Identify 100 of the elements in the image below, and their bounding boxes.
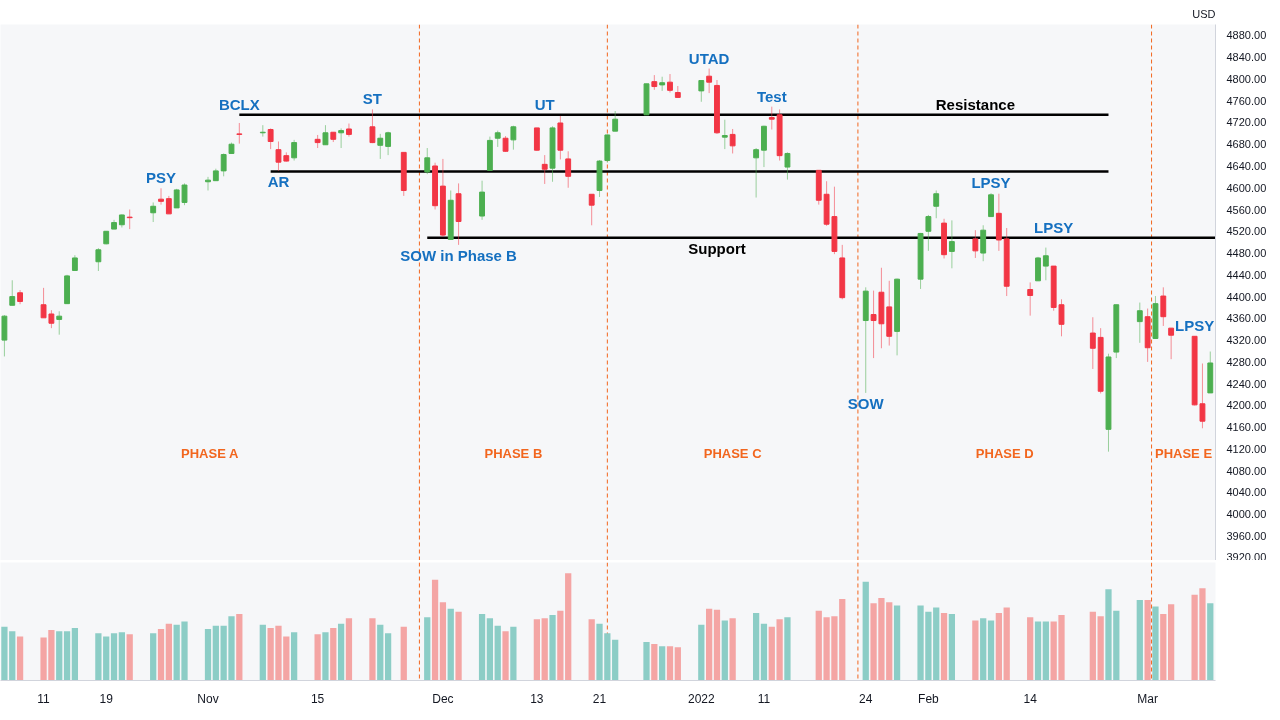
- bar: [760, 623, 768, 681]
- annotation: LPSY: [1175, 317, 1215, 335]
- annotation: UTAD: [688, 49, 730, 67]
- x-tick-label: Feb: [918, 691, 940, 706]
- x-tick-label: 15: [310, 691, 325, 706]
- y-tick-label: 4520.00: [1226, 225, 1267, 238]
- bar: [643, 641, 650, 681]
- bar: [948, 613, 956, 681]
- bar: [1034, 621, 1042, 681]
- bar: [400, 626, 407, 681]
- bar: [1003, 607, 1010, 681]
- bar: [431, 579, 439, 681]
- bar: [651, 644, 658, 681]
- x-tick-label: 21: [592, 691, 607, 706]
- y-tick-label: 4320.00: [1226, 334, 1267, 347]
- bar: [337, 623, 345, 681]
- bar: [972, 620, 979, 681]
- bar: [659, 646, 666, 681]
- bar: [150, 633, 157, 681]
- bar: [698, 624, 705, 681]
- bar: [784, 617, 791, 681]
- bar: [165, 623, 172, 681]
- bar: [56, 631, 63, 681]
- annotation: PSY: [146, 169, 177, 187]
- bar: [565, 573, 572, 681]
- annotation: LPSY: [971, 174, 1011, 192]
- bar: [510, 626, 517, 681]
- bar: [1152, 606, 1159, 681]
- annotation: PHASE C: [703, 445, 763, 461]
- x-tick-label: 19: [99, 691, 114, 706]
- y-tick-label: 4040.00: [1226, 486, 1267, 499]
- bar: [291, 632, 298, 681]
- y-tick-label: 4280.00: [1226, 355, 1267, 368]
- bar: [110, 633, 118, 681]
- annotation: AR: [267, 173, 290, 191]
- bar: [314, 634, 321, 681]
- bar: [126, 634, 133, 681]
- y-tick-label: 4600.00: [1226, 181, 1267, 194]
- y-tick-label: 3920.00: [1226, 550, 1267, 563]
- bar: [721, 620, 728, 681]
- x-tick-label: 13: [530, 691, 544, 706]
- bar: [259, 624, 266, 681]
- bar: [713, 609, 721, 681]
- bar: [1042, 621, 1049, 681]
- x-tick-label: 14: [1023, 691, 1038, 706]
- bar: [455, 611, 462, 681]
- y-tick-label: 4720.00: [1226, 116, 1267, 129]
- bar: [995, 612, 1002, 681]
- annotation: Support: [688, 239, 746, 257]
- annotation: PHASE B: [484, 445, 543, 461]
- y-tick-label: 4200.00: [1226, 399, 1267, 412]
- y-tick-label: 4480.00: [1226, 247, 1267, 260]
- bar: [63, 631, 71, 681]
- bar: [424, 617, 431, 681]
- annotation: BCLX: [218, 95, 260, 113]
- y-tick-label: 4840.00: [1226, 51, 1267, 64]
- x-tick-label: 11: [757, 691, 771, 706]
- bar: [486, 618, 494, 681]
- bar: [502, 631, 509, 681]
- candlestick: [158, 187, 164, 206]
- bar: [1136, 600, 1143, 681]
- y-tick-label: 4800.00: [1226, 72, 1267, 85]
- x-tick-label: Nov: [197, 691, 219, 706]
- x-tick-label: 11: [37, 691, 51, 706]
- bar: [588, 619, 595, 681]
- bar: [494, 625, 501, 681]
- x-tick-label: Dec: [432, 691, 454, 706]
- bar: [893, 605, 901, 681]
- bar: [322, 632, 329, 681]
- bar: [666, 646, 674, 681]
- annotation: Resistance: [935, 95, 1015, 113]
- bar: [1160, 613, 1167, 681]
- annotation: PHASE D: [975, 445, 1034, 461]
- annotation: Test: [756, 87, 787, 105]
- y-tick-label: 4640.00: [1226, 159, 1267, 172]
- bar: [478, 613, 486, 681]
- bar: [674, 647, 681, 681]
- y-tick-label: 4160.00: [1226, 421, 1267, 434]
- bar: [377, 624, 384, 681]
- bar: [439, 602, 447, 681]
- bar: [330, 627, 337, 681]
- y-tick-label: 4880.00: [1226, 29, 1267, 42]
- y-tick-label: 4760.00: [1226, 94, 1267, 107]
- annotation: LPSY: [1034, 218, 1074, 236]
- bar: [752, 612, 760, 681]
- annotation: PHASE E: [1154, 445, 1213, 461]
- bar: [16, 636, 24, 681]
- annotation: ST: [362, 90, 383, 108]
- bar: [557, 610, 564, 681]
- bar: [541, 618, 548, 681]
- bar: [157, 629, 165, 681]
- x-tick-label: Mar: [1137, 691, 1158, 706]
- bar: [533, 619, 541, 681]
- bar: [612, 639, 619, 681]
- bar: [940, 612, 948, 681]
- annotation: SOW: [847, 394, 885, 412]
- bar: [236, 613, 243, 681]
- y-tick-label: 4120.00: [1226, 442, 1267, 455]
- bar: [369, 618, 376, 681]
- bar: [706, 608, 713, 681]
